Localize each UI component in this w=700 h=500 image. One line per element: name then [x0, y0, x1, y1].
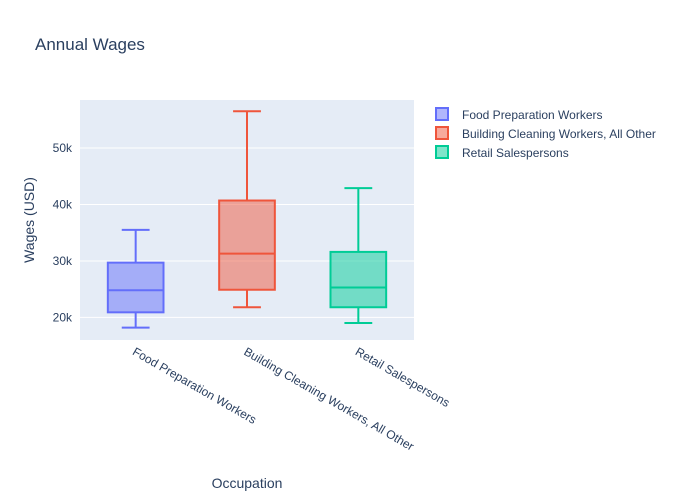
legend-label: Food Preparation Workers	[462, 108, 603, 122]
box-2	[218, 110, 276, 309]
legend-swatch	[435, 145, 449, 159]
legend-item[interactable]: Building Cleaning Workers, All Other	[435, 126, 656, 141]
iqr-box	[218, 199, 276, 291]
box-3	[329, 187, 388, 325]
legend[interactable]: Food Preparation Workers Building Cleanin…	[435, 107, 656, 160]
x-axis-title: Occupation	[212, 475, 283, 491]
legend-item[interactable]: Food Preparation Workers	[435, 107, 603, 122]
legend-swatch	[435, 107, 449, 121]
boxes	[106, 110, 388, 329]
chart-title: Annual Wages	[35, 35, 145, 54]
y-tick-label: 20k	[53, 310, 73, 324]
legend-label: Retail Salespersons	[462, 146, 569, 160]
legend-swatch	[435, 126, 449, 140]
legend-label: Building Cleaning Workers, All Other	[462, 127, 656, 141]
iqr-box	[329, 250, 388, 309]
y-axis-ticks: 20k 30k 40k 50k	[53, 141, 73, 324]
y-tick-label: 50k	[53, 141, 73, 155]
y-tick-label: 30k	[53, 254, 73, 268]
iqr-box	[106, 261, 165, 314]
box-1	[106, 228, 165, 329]
y-axis-title: Wages (USD)	[21, 177, 37, 263]
legend-item[interactable]: Retail Salespersons	[435, 145, 569, 160]
y-tick-label: 40k	[53, 197, 73, 211]
